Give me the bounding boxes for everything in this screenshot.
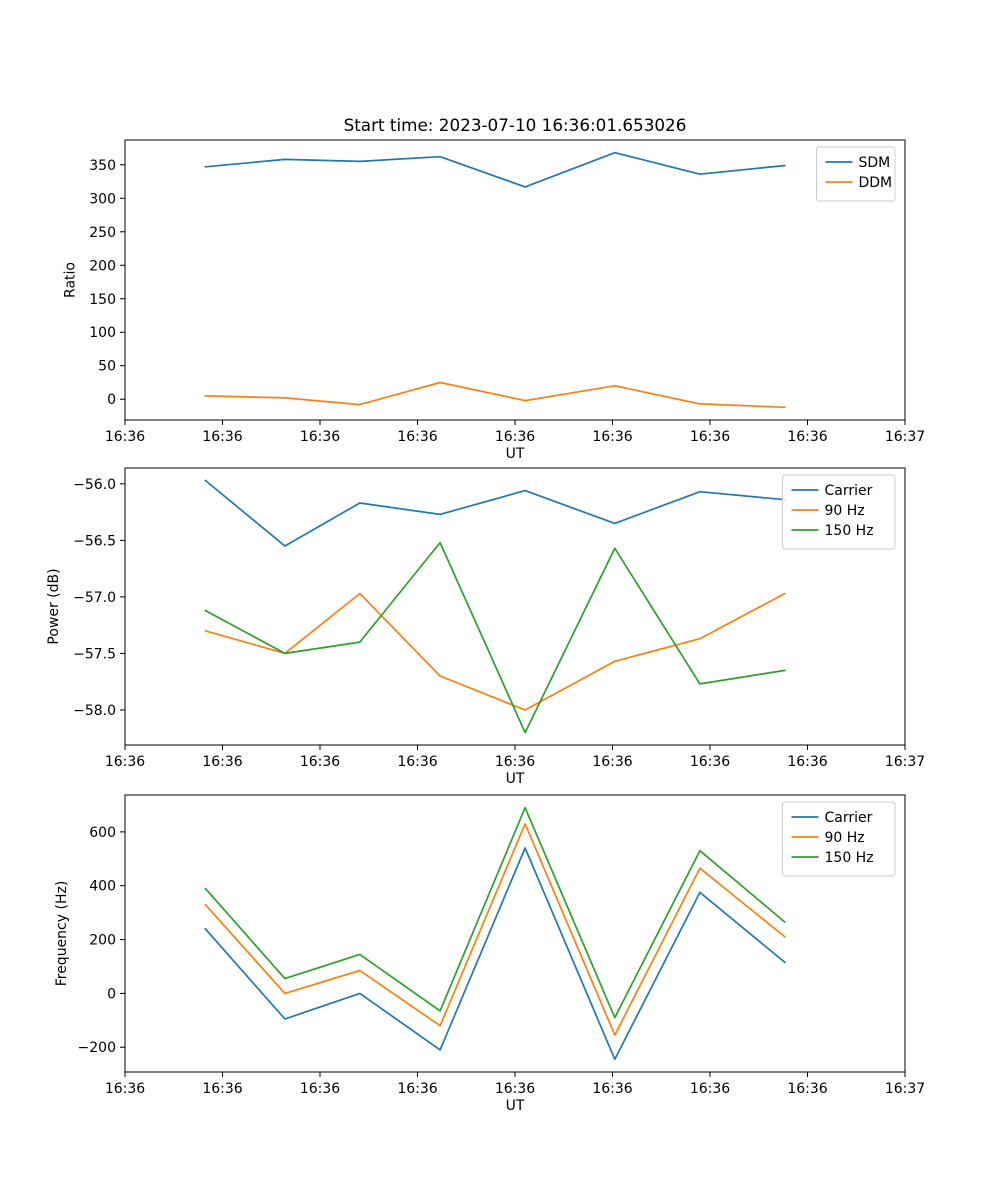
x-tick-label: 16:36 bbox=[105, 754, 145, 770]
series-line-90-hz bbox=[204, 822, 786, 1036]
plot-area bbox=[125, 468, 905, 745]
x-tick-label: 16:36 bbox=[202, 429, 242, 445]
y-tick-label: 300 bbox=[89, 191, 116, 207]
chart-ratio: 16:36 16:36 16:36 16:36 16:36 16:36 16:36 16:36… bbox=[62, 115, 925, 462]
y-tick-label: 200 bbox=[89, 933, 116, 949]
legend: Carrier 90 Hz 150 Hz bbox=[782, 801, 896, 877]
x-tick-label: 16:36 bbox=[300, 1081, 340, 1097]
x-tick-label: 16:36 bbox=[202, 1081, 242, 1097]
plot-frame bbox=[124, 139, 906, 421]
x-tick-label: 16:36 bbox=[690, 429, 730, 445]
y-axis-label: Ratio bbox=[62, 262, 78, 298]
legend-label-sdm: SDM bbox=[859, 155, 891, 171]
x-tick-label: 16:36 bbox=[300, 429, 340, 445]
legend: Carrier 90 Hz 150 Hz bbox=[782, 474, 896, 550]
x-axis-label: UT bbox=[506, 771, 525, 787]
x-tick-label: 16:36 bbox=[202, 754, 242, 770]
series-line-90-hz bbox=[204, 592, 786, 711]
x-tick-label: 16:37 bbox=[885, 754, 925, 770]
legend-label-carrier: Carrier bbox=[825, 483, 873, 499]
y-tick-label: 150 bbox=[89, 292, 116, 308]
y-tick-label: −57.5 bbox=[73, 646, 116, 662]
y-tick-label: 0 bbox=[107, 392, 116, 408]
x-tick-label: 16:36 bbox=[787, 1081, 827, 1097]
x-tick-label: 16:36 bbox=[592, 754, 632, 770]
legend-frame bbox=[816, 146, 896, 202]
legend-label-90-hz: 90 Hz bbox=[825, 830, 865, 846]
x-tick-label: 16:36 bbox=[787, 429, 827, 445]
legend-label-ddm: DDM bbox=[859, 175, 893, 191]
x-tick-label: 16:36 bbox=[397, 1081, 437, 1097]
chart-frequency: 16:36 16:36 16:36 16:36 16:36 16:36 16:36 16:36… bbox=[54, 794, 925, 1114]
y-tick-label: 200 bbox=[89, 258, 116, 274]
plot-area bbox=[125, 795, 905, 1072]
x-tick-label: 16:37 bbox=[885, 1081, 925, 1097]
y-tick-label: −200 bbox=[78, 1040, 116, 1056]
x-axis-label: UT bbox=[506, 446, 525, 462]
x-tick-label: 16:36 bbox=[690, 754, 730, 770]
x-tick-label: 16:36 bbox=[592, 1081, 632, 1097]
x-tick-label: 16:36 bbox=[592, 429, 632, 445]
chart-power: 16:36 16:36 16:36 16:36 16:36 16:36 16:36 16:36… bbox=[46, 467, 925, 787]
series-line-sdm bbox=[204, 151, 786, 188]
series-line-150-hz bbox=[204, 806, 786, 1019]
x-tick-label: 16:36 bbox=[300, 754, 340, 770]
plot-area bbox=[125, 140, 905, 420]
y-tick-label: 350 bbox=[89, 158, 116, 174]
x-tick-label: 16:36 bbox=[690, 1081, 730, 1097]
x-tick-label: 16:36 bbox=[495, 754, 535, 770]
plot-frame bbox=[124, 467, 906, 746]
legend-label-90-hz: 90 Hz bbox=[825, 503, 865, 519]
series-line-carrier bbox=[204, 479, 786, 547]
y-tick-label: 400 bbox=[89, 879, 116, 895]
y-tick-label: 100 bbox=[89, 325, 116, 341]
series-line-150-hz bbox=[204, 541, 786, 734]
plot-frame bbox=[124, 794, 906, 1073]
y-tick-label: 0 bbox=[107, 986, 116, 1002]
y-axis-label: Power (dB) bbox=[46, 568, 62, 644]
x-tick-label: 16:36 bbox=[495, 1081, 535, 1097]
y-tick-label: 250 bbox=[89, 225, 116, 241]
legend-label-150-hz: 150 Hz bbox=[825, 523, 874, 539]
x-tick-label: 16:37 bbox=[885, 429, 925, 445]
x-tick-label: 16:36 bbox=[397, 429, 437, 445]
y-axis-label: Frequency (Hz) bbox=[54, 881, 70, 987]
x-tick-label: 16:36 bbox=[495, 429, 535, 445]
x-tick-label: 16:36 bbox=[787, 754, 827, 770]
y-tick-label: 50 bbox=[98, 359, 116, 375]
y-tick-label: −58.0 bbox=[73, 703, 116, 719]
legend-label-carrier: Carrier bbox=[825, 810, 873, 826]
y-tick-label: 600 bbox=[89, 825, 116, 841]
x-tick-label: 16:36 bbox=[397, 754, 437, 770]
x-tick-label: 16:36 bbox=[105, 429, 145, 445]
y-tick-label: −56.5 bbox=[73, 533, 116, 549]
legend: SDM DDM bbox=[816, 146, 896, 202]
x-tick-label: 16:36 bbox=[105, 1081, 145, 1097]
chart-title: Start time: 2023-07-10 16:36:01.653026 bbox=[344, 115, 687, 135]
series-line-ddm bbox=[204, 381, 786, 409]
series-line-carrier bbox=[204, 847, 786, 1061]
y-tick-label: −57.0 bbox=[73, 590, 116, 606]
legend-label-150-hz: 150 Hz bbox=[825, 850, 874, 866]
x-axis-label: UT bbox=[506, 1098, 525, 1114]
y-tick-label: −56.0 bbox=[73, 477, 116, 493]
